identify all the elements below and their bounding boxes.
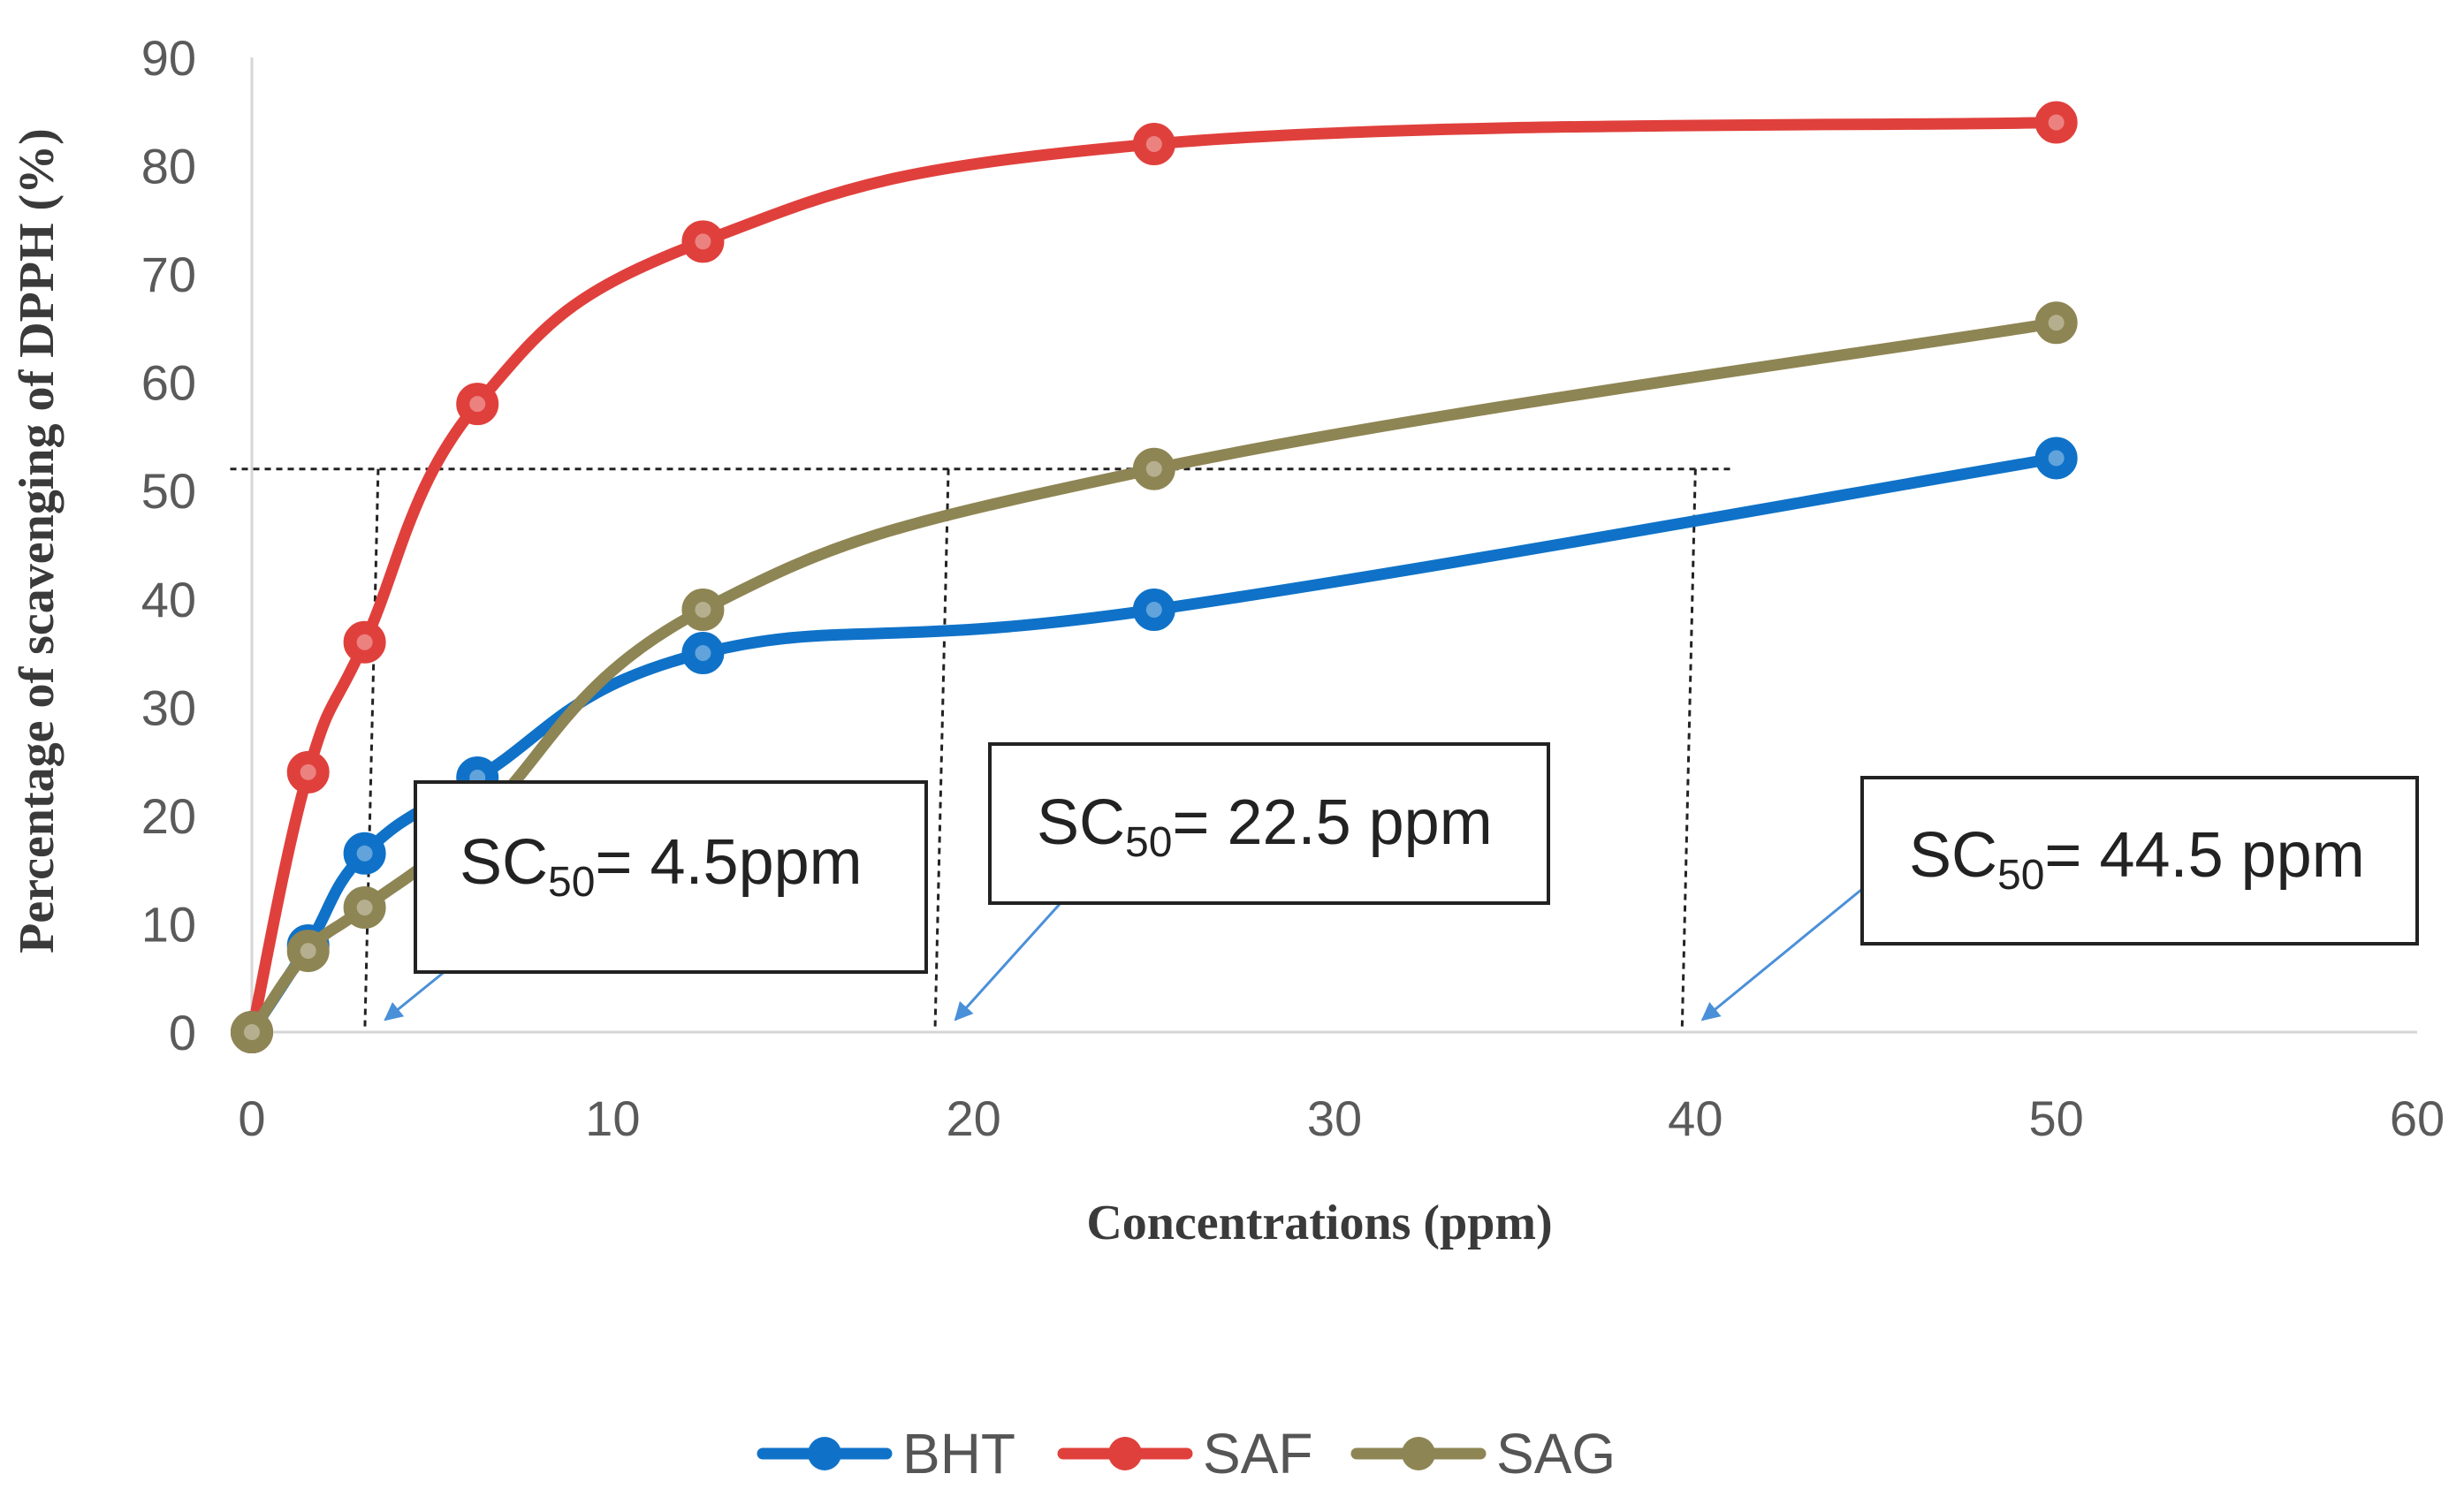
x-tick-label: 10 bbox=[585, 1090, 640, 1146]
data-point-saf-highlight bbox=[1145, 136, 1162, 153]
data-point-saf-highlight bbox=[695, 233, 711, 250]
y-tick-label: 90 bbox=[141, 30, 196, 86]
legend-label-saf: SAF bbox=[1203, 1422, 1312, 1485]
series-line-saf bbox=[246, 117, 2063, 1038]
legend-marker-sag bbox=[1402, 1437, 1435, 1470]
data-point-saf-highlight bbox=[356, 634, 373, 650]
x-tick-label: 30 bbox=[1307, 1090, 1362, 1146]
data-point-saf bbox=[1132, 123, 1175, 166]
y-tick-label: 80 bbox=[141, 139, 196, 194]
sc50-annotation-box: SC50= 22.5 ppm bbox=[988, 742, 1550, 905]
data-point-saf-highlight bbox=[300, 763, 316, 780]
data-point-sag-highlight bbox=[244, 1024, 260, 1040]
x-tick-label: 20 bbox=[947, 1090, 1001, 1146]
series-layer bbox=[231, 101, 2078, 1053]
sc50-value: = 44.5 ppm bbox=[2044, 820, 2364, 891]
sc50-prefix: SC bbox=[460, 827, 548, 898]
y-tick-label: 70 bbox=[141, 247, 196, 302]
x-tick-label: 40 bbox=[1668, 1090, 1723, 1146]
y-tick-label: 60 bbox=[141, 355, 196, 411]
legend-marker-saf bbox=[1108, 1437, 1142, 1470]
data-point-saf-highlight bbox=[469, 396, 486, 413]
data-point-bht-highlight bbox=[1145, 602, 1162, 619]
data-point-saf bbox=[681, 220, 725, 263]
sc50-arrow bbox=[384, 968, 447, 1022]
data-point-sag bbox=[2034, 301, 2078, 345]
sc50-value: = 22.5 ppm bbox=[1172, 787, 1492, 858]
y-tick-labels: 0 10 20 30 40 50 60 70 80 90 bbox=[141, 30, 196, 1060]
data-point-sag-highlight bbox=[695, 602, 711, 619]
data-point-saf bbox=[286, 750, 330, 794]
data-point-bht-highlight bbox=[2048, 450, 2065, 467]
sc50-drop-line bbox=[363, 468, 380, 1028]
sc50-prefix: SC bbox=[1909, 820, 1997, 891]
svg-text:SC50= 4.5ppm: SC50= 4.5ppm bbox=[460, 827, 863, 906]
sc50-value: = 4.5ppm bbox=[595, 827, 862, 898]
data-point-sag-highlight bbox=[300, 943, 316, 960]
legend-marker-bht bbox=[808, 1437, 841, 1470]
data-point-sag bbox=[343, 886, 386, 930]
y-tick-label: 50 bbox=[141, 463, 196, 519]
y-tick-label: 30 bbox=[141, 680, 196, 735]
y-tick-label: 40 bbox=[141, 572, 196, 627]
data-point-bht-highlight bbox=[356, 845, 373, 862]
x-tick-label: 0 bbox=[238, 1090, 265, 1146]
axes bbox=[250, 57, 2417, 1034]
data-point-saf bbox=[456, 383, 499, 426]
y-axis-title: Percentage of scavenging of DPPH (%) bbox=[10, 128, 65, 953]
data-point-saf bbox=[2034, 101, 2078, 144]
data-point-sag-highlight bbox=[2048, 315, 2065, 331]
data-point-sag bbox=[231, 1011, 273, 1053]
data-point-sag bbox=[1132, 447, 1175, 490]
sc50-subscript: 50 bbox=[1997, 852, 2044, 899]
sc50-subscript: 50 bbox=[1125, 819, 1172, 866]
sc50-guide-lines bbox=[230, 467, 1867, 1028]
svg-text:SC50= 22.5 ppm: SC50= 22.5 ppm bbox=[1037, 787, 1493, 866]
y-tick-label: 20 bbox=[141, 788, 196, 844]
data-point-bht bbox=[2034, 437, 2078, 480]
data-point-sag bbox=[286, 930, 330, 973]
sc50-subscript: 50 bbox=[548, 859, 595, 906]
sc50-arrow bbox=[954, 901, 1062, 1022]
sc50-annotation-box: SC50= 4.5ppm bbox=[414, 780, 928, 974]
data-point-sag bbox=[681, 589, 725, 632]
sc50-prefix: SC bbox=[1037, 787, 1125, 858]
sc50-drop-line bbox=[1680, 468, 1697, 1028]
legend-label-sag: SAG bbox=[1496, 1422, 1616, 1485]
data-point-sag-highlight bbox=[356, 900, 373, 916]
x-axis-title: Concentrations (ppm) bbox=[1086, 1196, 1552, 1250]
sc50-annotation-box: SC50= 44.5 ppm bbox=[1860, 776, 2419, 946]
legend: BHT SAF SAG bbox=[757, 1422, 1616, 1485]
y-tick-label: 10 bbox=[141, 896, 196, 952]
y-tick-label: 0 bbox=[169, 1005, 196, 1060]
x-tick-labels: 0 10 20 30 40 50 60 bbox=[238, 1090, 2445, 1146]
x-tick-label: 50 bbox=[2029, 1090, 2084, 1146]
data-point-bht bbox=[1132, 589, 1175, 632]
data-point-saf bbox=[343, 620, 386, 664]
svg-text:SC50= 44.5 ppm: SC50= 44.5 ppm bbox=[1909, 820, 2365, 899]
data-point-sag-highlight bbox=[1145, 460, 1162, 477]
sc50-arrow bbox=[1700, 884, 1867, 1022]
legend-label-bht: BHT bbox=[902, 1422, 1015, 1485]
data-point-bht bbox=[343, 832, 386, 875]
data-point-bht bbox=[681, 632, 725, 675]
data-point-bht-highlight bbox=[695, 645, 711, 662]
data-point-saf-highlight bbox=[2048, 114, 2065, 131]
sc50-drop-line bbox=[933, 468, 950, 1028]
x-tick-label: 60 bbox=[2390, 1090, 2445, 1146]
